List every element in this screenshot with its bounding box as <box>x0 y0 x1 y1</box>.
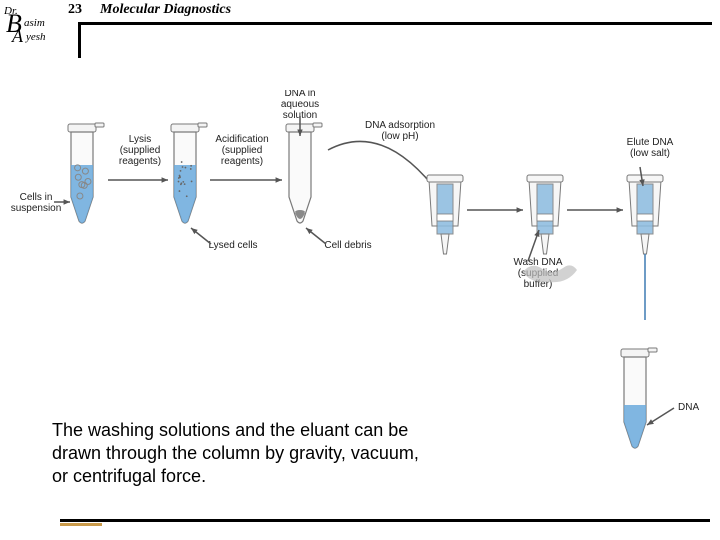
author-logo: Dr. B A asim yesh <box>4 2 58 46</box>
page-number: 23 <box>68 2 82 18</box>
svg-text:Cell debris: Cell debris <box>324 240 371 251</box>
svg-text:DNA: DNA <box>678 402 699 413</box>
svg-text:Lysed cells: Lysed cells <box>208 240 257 251</box>
svg-text:DNA adsorption(low pH): DNA adsorption(low pH) <box>365 120 435 142</box>
svg-text:asim: asim <box>24 17 45 29</box>
caption-text: The washing solutions and the eluant can… <box>52 419 432 488</box>
header-rule <box>78 22 712 25</box>
svg-text:Cells insuspension: Cells insuspension <box>11 192 62 214</box>
footer-accent <box>60 523 102 526</box>
slide-header: Dr. B A asim yesh 23 Molecular Diagnosti… <box>0 0 720 48</box>
page-title: Molecular Diagnostics <box>100 2 231 18</box>
svg-text:Acidification(suppliedreagents: Acidification(suppliedreagents) <box>215 134 268 167</box>
svg-text:yesh: yesh <box>25 31 46 43</box>
svg-text:A: A <box>11 26 24 46</box>
svg-text:Elute DNA(low salt): Elute DNA(low salt) <box>627 137 674 159</box>
svg-text:Lysis(suppliedreagents): Lysis(suppliedreagents) <box>119 134 161 167</box>
footer-rule <box>60 519 710 522</box>
dna-extraction-diagram: Cells insuspensionLysed cellsDNA inaqueo… <box>10 90 710 410</box>
header-rule-vertical <box>78 22 81 58</box>
